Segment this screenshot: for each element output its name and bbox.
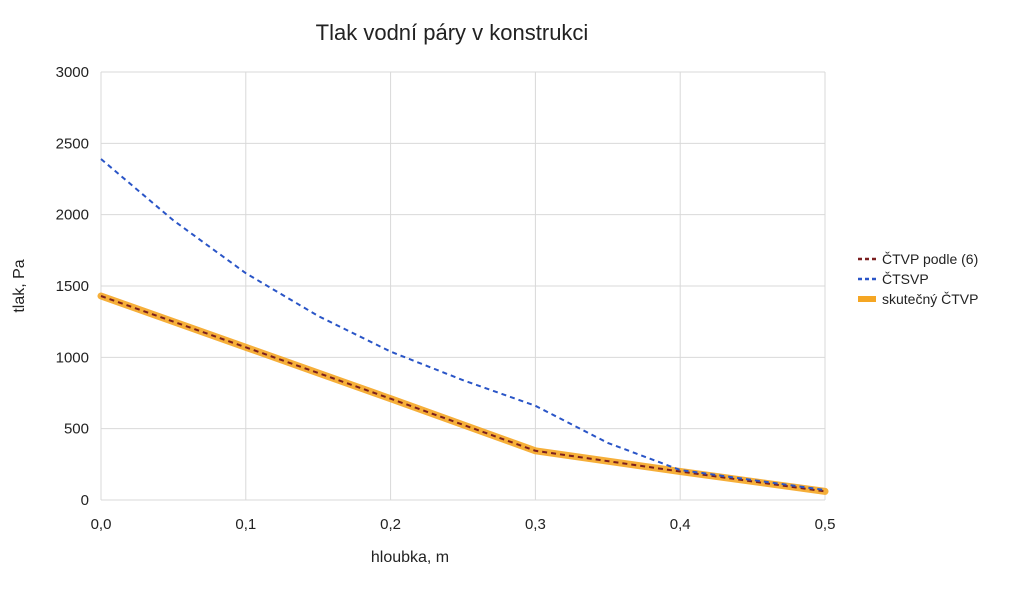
x-tick-label: 0,3 bbox=[525, 516, 546, 533]
y-tick-label: 0 bbox=[81, 492, 89, 509]
x-axis-title: hloubka, m bbox=[371, 549, 449, 566]
x-tick-label: 0,5 bbox=[815, 516, 836, 533]
series-layer bbox=[97, 158, 829, 495]
series-line-1 bbox=[100, 295, 826, 493]
legend-label-2: ČTSVP bbox=[882, 271, 929, 287]
x-tick-label: 0,2 bbox=[380, 516, 401, 533]
x-tick-label: 0,4 bbox=[670, 516, 691, 533]
tick-layer: 0 500 1000 1500 2000 2500 3000 0,0 0,1 0,2 0,3 0,4 0… bbox=[56, 64, 836, 533]
y-tick-label: 3000 bbox=[56, 64, 89, 81]
x-tick-label: 0,0 bbox=[91, 516, 112, 533]
y-tick-label: 2000 bbox=[56, 207, 89, 224]
legend-label-0: skutečný ČTVP bbox=[882, 291, 978, 307]
legend: ČTVP podle (6) ČTSVP skutečný ČTVP bbox=[858, 251, 978, 307]
y-tick-label: 2500 bbox=[56, 135, 89, 152]
y-axis-title: tlak, Pa bbox=[11, 259, 28, 312]
chart-title: Tlak vodní páry v konstrukci bbox=[316, 20, 589, 45]
y-tick-label: 500 bbox=[64, 421, 89, 438]
series-line-0 bbox=[97, 292, 829, 495]
x-tick-label: 0,1 bbox=[235, 516, 256, 533]
grid-layer bbox=[100, 71, 826, 501]
y-tick-label: 1500 bbox=[56, 278, 89, 295]
legend-label-1: ČTVP podle (6) bbox=[882, 251, 978, 267]
series-line-2 bbox=[100, 158, 826, 491]
y-tick-label: 1000 bbox=[56, 349, 89, 366]
